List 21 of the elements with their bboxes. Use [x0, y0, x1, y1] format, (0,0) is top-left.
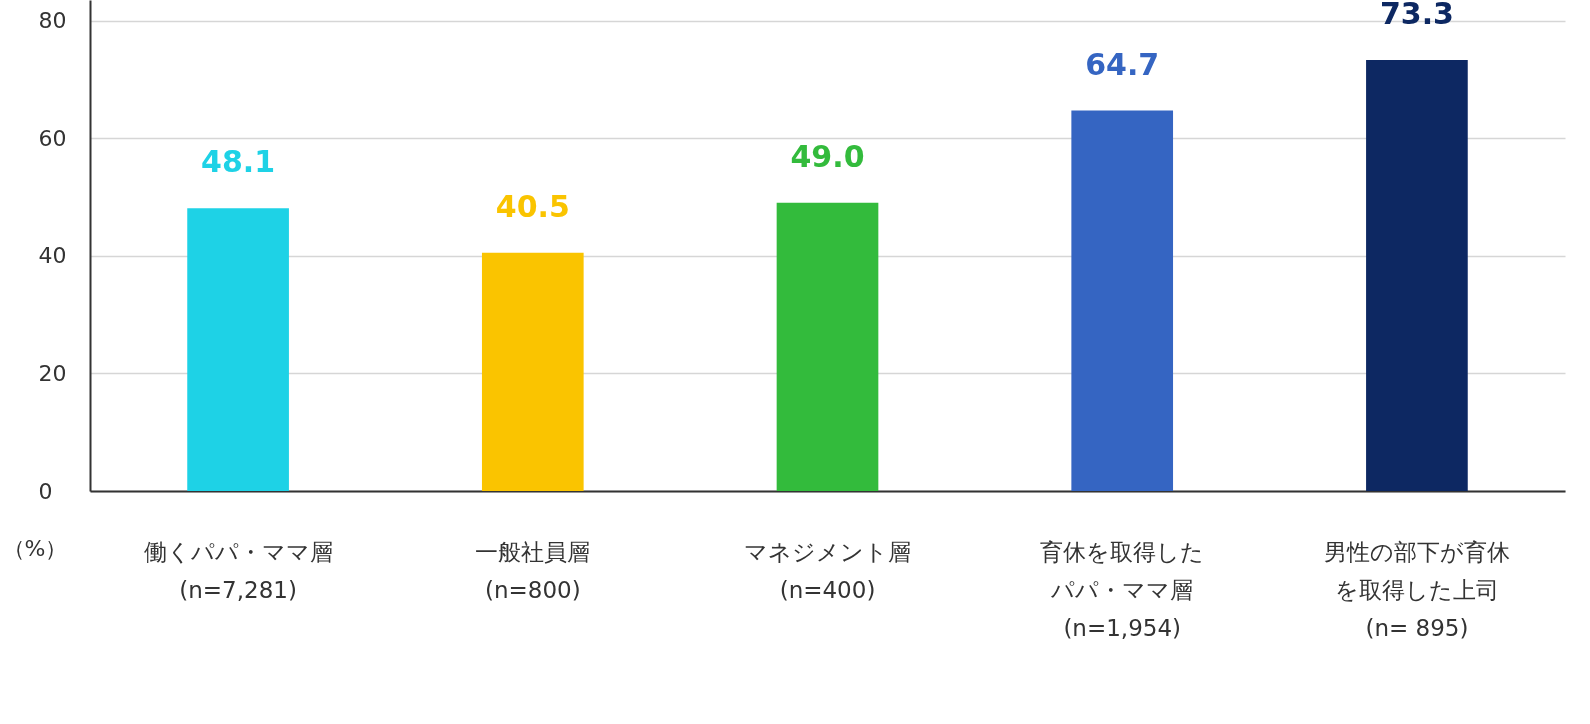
bar — [1366, 59, 1468, 491]
bar — [776, 202, 879, 491]
x-tick-label: 男性の部下が育休を取得した上司 (n= 895) — [1323, 538, 1510, 641]
data-label: 49.0 — [790, 138, 865, 174]
y-tick-label: 0 — [38, 478, 53, 504]
x-tick-label: 働くパパ・ママ層 (n=7,281) — [143, 538, 333, 603]
bar — [481, 252, 584, 491]
y-tick-label: 60 — [38, 125, 67, 151]
bar — [1071, 110, 1174, 491]
data-label: 40.5 — [495, 188, 570, 224]
data-label: 64.7 — [1085, 46, 1160, 82]
y-axis-title: （%） — [2, 535, 68, 561]
data-label: 48.1 — [201, 144, 276, 180]
data-label: 73.3 — [1379, 0, 1454, 31]
x-tick-label: 育休を取得したパパ・ママ層 (n=1,954) — [1040, 538, 1205, 641]
y-tick-label: 40 — [38, 243, 67, 269]
x-tick-label: マネジメント層 (n=400) — [744, 538, 911, 603]
y-tick-label: 20 — [38, 360, 67, 386]
y-tick-label: 80 — [38, 8, 67, 34]
x-tick-label: 一般社員層 (n=800) — [475, 538, 591, 603]
bar — [187, 208, 289, 491]
